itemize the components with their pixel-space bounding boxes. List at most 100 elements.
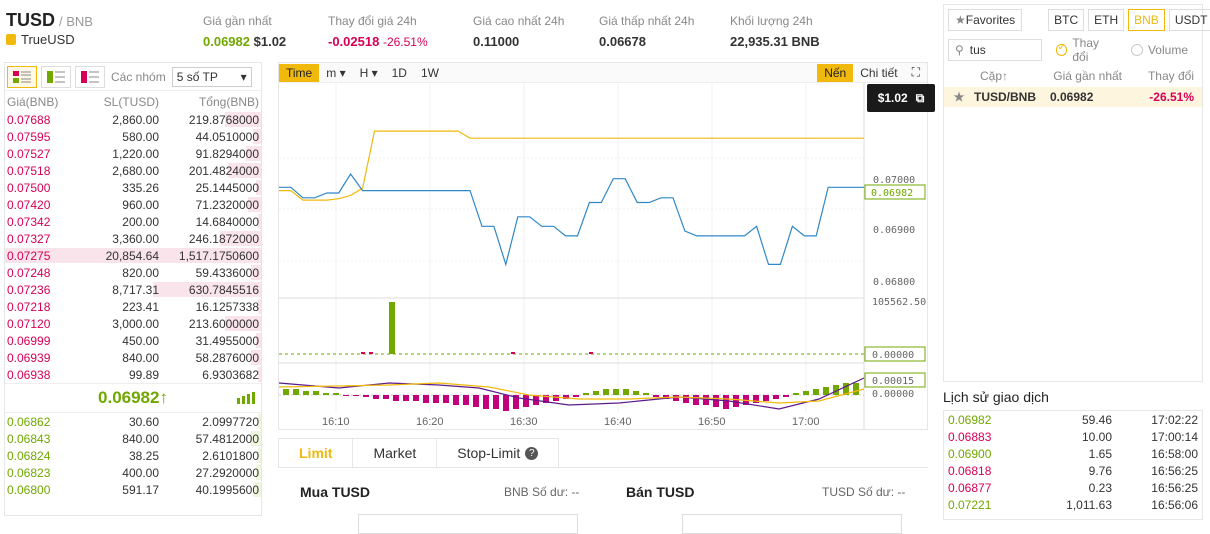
row-total: 246.1872000 bbox=[188, 231, 259, 246]
row-total: 40.1995600 bbox=[195, 482, 259, 497]
macd-bar bbox=[293, 389, 299, 395]
market-tab-btc[interactable]: BTC bbox=[1048, 9, 1085, 31]
macd-bar bbox=[303, 391, 309, 395]
trade-row: 0.06818 9.76 16:56:25 bbox=[944, 462, 1202, 479]
market-tab-eth[interactable]: ETH bbox=[1088, 9, 1125, 31]
tab-stop-limit[interactable]: Stop-Limit? bbox=[436, 438, 560, 468]
row-total: 1,517.1750600 bbox=[178, 248, 259, 263]
orderbook-row[interactable]: 0.06823 400.00 27.2920000 bbox=[5, 464, 261, 481]
row-total: 219.8768000 bbox=[188, 112, 259, 127]
favorites-tab[interactable]: ★Favorites bbox=[948, 9, 1023, 31]
groups-select[interactable]: 5 số TP ▾ bbox=[171, 66, 252, 87]
macd-bar bbox=[563, 395, 569, 399]
1w-button[interactable]: 1W bbox=[420, 65, 439, 80]
price-axis-label: 0.06900 bbox=[873, 225, 915, 236]
orderbook-row[interactable]: 0.07236 8,717.31 630.7845516 bbox=[5, 281, 261, 298]
row-total: 71.2320000 bbox=[195, 197, 259, 212]
volume-bar bbox=[389, 302, 395, 354]
row-total: 213.6000000 bbox=[188, 316, 259, 331]
col-pair[interactable]: Cặp↑ bbox=[979, 69, 1008, 83]
orderbook-both-icon bbox=[13, 70, 31, 83]
row-total: 201.4824000 bbox=[188, 163, 259, 178]
row-total: 59.4336000 bbox=[195, 265, 259, 280]
depth-bar bbox=[250, 265, 261, 280]
external-link-icon: ⧉ bbox=[915, 90, 925, 105]
time-button[interactable]: Time bbox=[279, 63, 320, 82]
1d-button[interactable]: 1D bbox=[391, 65, 407, 80]
depth-bar bbox=[258, 299, 261, 314]
orderbook-row[interactable]: 0.07500 335.26 25.1445000 bbox=[5, 179, 261, 196]
tab-market[interactable]: Market bbox=[352, 438, 438, 468]
orderbook-row[interactable]: 0.06862 30.60 2.0997720 bbox=[5, 413, 261, 430]
macd-bar bbox=[613, 389, 619, 395]
stat-last-price: Giá gần nhất 0.06982 $1.02 bbox=[203, 14, 287, 49]
trade-price: 0.06982 bbox=[948, 412, 992, 427]
orderbook-row[interactable]: 0.07420 960.00 71.2320000 bbox=[5, 196, 261, 213]
depth-bar bbox=[225, 112, 261, 127]
market-row[interactable]: ★ TUSD/BNB 0.06982 -26.51% bbox=[944, 87, 1202, 107]
orderbook-row[interactable]: 0.06824 38.25 2.6101800 bbox=[5, 447, 261, 464]
orderbook-row[interactable]: 0.07120 3,000.00 213.6000000 bbox=[5, 315, 261, 332]
pair-title: TUSD / BNB bbox=[6, 10, 93, 30]
orderbook-row[interactable]: 0.06800 591.17 40.1995600 bbox=[5, 481, 261, 498]
orderbook-row[interactable]: 0.07518 2,680.00 201.4824000 bbox=[5, 162, 261, 179]
hour-interval-button[interactable]: H ▾ bbox=[359, 65, 378, 80]
buy-title: Mua TUSD bbox=[300, 484, 370, 500]
radio-change[interactable]: Thay đổi bbox=[1055, 36, 1117, 64]
last-price: 0.06982↑ bbox=[5, 383, 261, 413]
markets-header: Cặp↑ Giá gần nhất Thay đổi bbox=[944, 65, 1202, 87]
radio-volume[interactable]: Volume bbox=[1130, 43, 1188, 57]
row-amount: 30.60 bbox=[128, 414, 159, 429]
view-both-button[interactable] bbox=[7, 65, 37, 88]
market-tab-bnb[interactable]: BNB bbox=[1128, 9, 1165, 31]
depth-bar bbox=[153, 282, 261, 297]
depth-bar bbox=[245, 146, 261, 161]
detail-button[interactable]: Chi tiết bbox=[860, 65, 898, 80]
orderbook-row[interactable]: 0.07275 20,854.64 1,517.1750600 bbox=[5, 247, 261, 264]
orderbook-row[interactable]: 0.07327 3,360.00 246.1872000 bbox=[5, 230, 261, 247]
time-axis-label: 16:20 bbox=[416, 416, 444, 428]
orderbook-row[interactable]: 0.07688 2,860.00 219.8768000 bbox=[5, 111, 261, 128]
candle-button[interactable]: Nến bbox=[817, 63, 854, 82]
orderbook-row[interactable]: 0.07218 223.41 16.1257338 bbox=[5, 298, 261, 315]
orderbook-row[interactable]: 0.07595 580.00 44.0510000 bbox=[5, 128, 261, 145]
orderbook-row[interactable]: 0.06939 840.00 58.2876000 bbox=[5, 349, 261, 366]
fullscreen-icon[interactable]: ⛶ bbox=[911, 65, 920, 79]
view-asks-button[interactable] bbox=[75, 65, 105, 88]
time-axis-label: 16:40 bbox=[604, 416, 632, 428]
macd-bar bbox=[493, 395, 499, 409]
orderbook-row[interactable]: 0.06843 840.00 57.4812000 bbox=[5, 430, 261, 447]
col-change[interactable]: Thay đổi bbox=[1147, 69, 1194, 83]
minute-interval-button[interactable]: m ▾ bbox=[326, 65, 346, 80]
help-icon[interactable]: ? bbox=[525, 446, 539, 460]
tab-limit[interactable]: Limit bbox=[278, 438, 354, 468]
volume-zero-label: 0.00000 bbox=[872, 350, 914, 361]
orderbook-row[interactable]: 0.06999 450.00 31.4955000 bbox=[5, 332, 261, 349]
depth-bar bbox=[5, 248, 261, 263]
col-price[interactable]: Giá gần nhất bbox=[1053, 69, 1122, 83]
star-icon[interactable]: ★ bbox=[953, 90, 965, 104]
orderbook-row[interactable]: 0.07248 820.00 59.4336000 bbox=[5, 264, 261, 281]
macd-bar bbox=[313, 391, 319, 395]
trade-time: 16:58:00 bbox=[1151, 446, 1198, 461]
row-price: 0.07248 bbox=[7, 265, 51, 280]
time-axis-label: 16:10 bbox=[322, 416, 350, 428]
orderbook-row[interactable]: 0.07527 1,220.00 91.8294000 bbox=[5, 145, 261, 162]
market-search-input[interactable]: ⚲ tus bbox=[948, 39, 1042, 61]
stat-high-24h: Giá cao nhất 24h 0.11000 bbox=[473, 14, 565, 49]
depth-bar bbox=[258, 448, 261, 463]
price-tooltip[interactable]: $1.02 ⧉ bbox=[867, 84, 935, 112]
depth-bar bbox=[248, 197, 261, 212]
row-amount: 8,717.31 bbox=[112, 282, 159, 297]
depth-bar bbox=[227, 163, 261, 178]
macd-bar bbox=[583, 393, 589, 395]
row-price: 0.06823 bbox=[7, 465, 51, 480]
trade-amount: 0.23 bbox=[1088, 480, 1112, 495]
macd-bar bbox=[723, 395, 729, 409]
buy-price-input[interactable] bbox=[358, 514, 578, 534]
sell-price-input[interactable] bbox=[682, 514, 902, 534]
market-tab-usdt[interactable]: USDT bbox=[1168, 9, 1210, 31]
orderbook-row[interactable]: 0.07342 200.00 14.6840000 bbox=[5, 213, 261, 230]
orderbook-row[interactable]: 0.06938 99.89 6.9303682 bbox=[5, 366, 261, 383]
view-bids-button[interactable] bbox=[41, 65, 71, 88]
